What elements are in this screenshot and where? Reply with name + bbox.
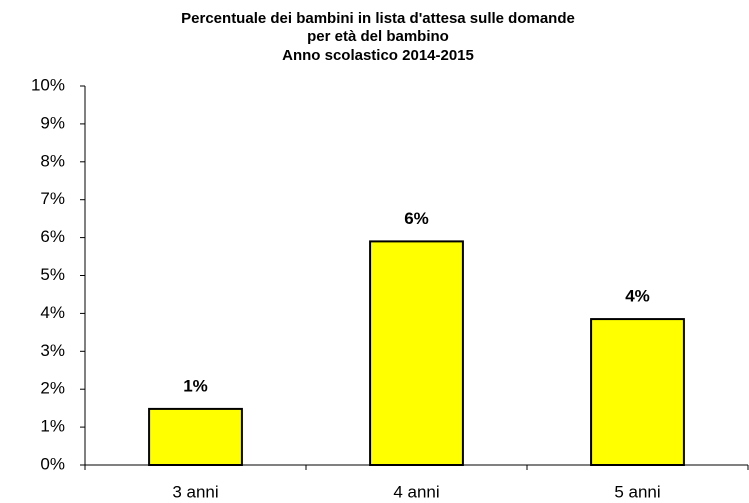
x-tick-label: 3 anni: [172, 482, 218, 501]
y-tick-label: 8%: [40, 151, 65, 170]
value-label: 6%: [404, 209, 429, 228]
chart-title: Percentuale dei bambini in lista d'attes…: [181, 10, 575, 27]
y-tick-label: 7%: [40, 189, 65, 208]
value-label: 4%: [625, 287, 650, 306]
y-tick-label: 2%: [40, 379, 65, 398]
bar: [148, 407, 243, 466]
x-tick-label: 5 anni: [614, 482, 660, 501]
bar: [590, 318, 685, 466]
y-tick-label: 4%: [40, 303, 65, 322]
y-tick-label: 0%: [40, 454, 65, 473]
y-tick-label: 9%: [40, 113, 65, 132]
value-label: 1%: [183, 376, 208, 395]
y-tick-label: 3%: [40, 341, 65, 360]
y-tick-label: 10%: [31, 75, 65, 94]
y-tick-label: 6%: [40, 227, 65, 246]
chart-title: Anno scolastico 2014-2015: [282, 47, 474, 64]
bar: [369, 240, 464, 466]
chart-title: per età del bambino: [307, 28, 449, 45]
x-tick-label: 4 anni: [393, 482, 439, 501]
y-tick-label: 1%: [40, 417, 65, 436]
y-tick-label: 5%: [40, 265, 65, 284]
